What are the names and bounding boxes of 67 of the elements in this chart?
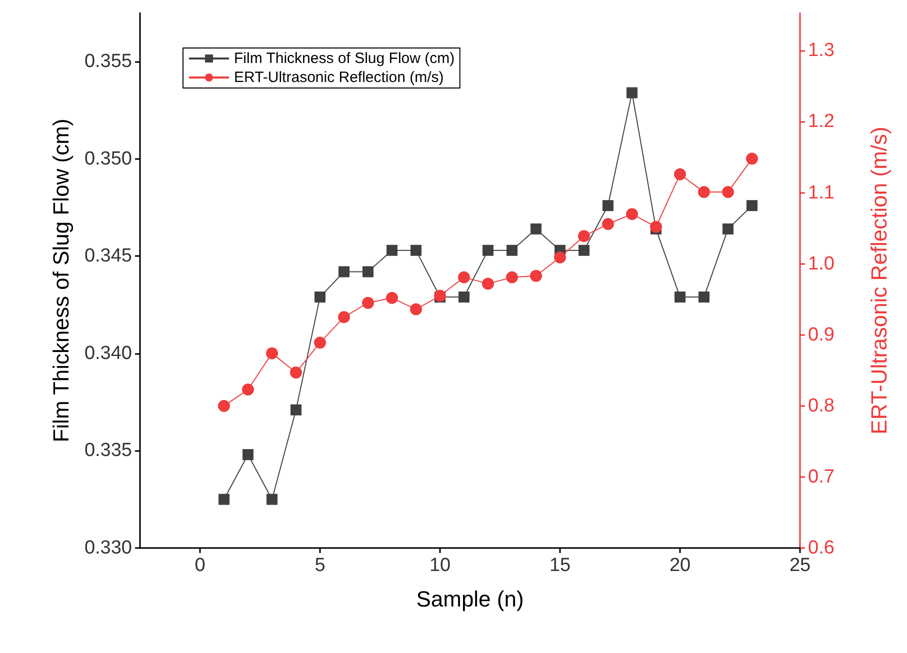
y2-tick-label: 1.1: [808, 182, 834, 204]
y2-tick-label: 1.3: [808, 40, 834, 62]
point: [314, 336, 326, 349]
point: [698, 186, 710, 198]
x-tick-label: 10: [429, 555, 451, 576]
y-tick-label: 0.340: [84, 342, 132, 364]
point: [290, 404, 302, 416]
x-tick-label: 25: [789, 555, 811, 576]
point: [698, 292, 710, 303]
y-tick-label: 0.330: [84, 538, 132, 558]
point: [554, 251, 566, 264]
point: [674, 168, 686, 180]
point: [266, 347, 278, 360]
point: [722, 186, 734, 198]
y-tick-label: 0.335: [84, 440, 132, 462]
point: [650, 220, 662, 233]
point: [458, 292, 470, 303]
y2-tick-label: 0.7: [808, 466, 834, 488]
point: [482, 278, 494, 290]
point: [746, 200, 758, 212]
y-axis-title: Film Thickness of Slug Flow (cm): [48, 118, 74, 442]
point: [722, 223, 734, 234]
point: [530, 223, 542, 234]
point: [530, 270, 542, 282]
point: [386, 244, 398, 256]
point: [218, 494, 230, 505]
y2-tick-label: 1.2: [808, 111, 834, 132]
point: [506, 271, 518, 284]
point: [242, 384, 254, 396]
y-tick-label: 0.345: [84, 246, 132, 267]
point: [338, 266, 350, 278]
point: [362, 296, 374, 309]
y2-tick-label: 0.6: [808, 538, 834, 558]
point: [458, 271, 470, 284]
y2-tick-label: 0.8: [808, 395, 834, 416]
point: [218, 400, 230, 412]
point: [674, 292, 686, 303]
x-tick-label: 15: [549, 555, 571, 576]
point: [578, 230, 590, 242]
x-tick-label: 0: [194, 555, 206, 576]
point: [242, 449, 254, 460]
point: [266, 494, 278, 505]
point: [506, 244, 518, 256]
point: [386, 292, 398, 304]
point: [482, 244, 494, 256]
legend-label: ERT-Ultrasonic Reflection (m/s): [234, 69, 444, 86]
point: [602, 200, 614, 212]
point: [314, 292, 326, 303]
x-tick-label: 5: [314, 555, 326, 576]
point: [338, 311, 350, 324]
y2-tick-label: 1.0: [808, 253, 834, 274]
y2-tick-label: 0.9: [808, 324, 834, 346]
point: [410, 303, 422, 316]
point: [602, 218, 614, 230]
y-tick-label: 0.355: [84, 51, 132, 72]
point: [410, 244, 422, 256]
point: [362, 266, 374, 278]
point: [290, 366, 302, 379]
point: [626, 208, 638, 220]
point: [746, 152, 758, 165]
x-axis-title: Sample (n): [416, 586, 524, 612]
legend-label: Film Thickness of Slug Flow (cm): [234, 50, 455, 67]
y-tick-label: 0.350: [84, 148, 132, 170]
y2-axis-title: ERT-Ultrasonic Reflection (m/s): [866, 126, 892, 434]
point: [578, 244, 590, 256]
point: [626, 87, 638, 98]
x-tick-label: 20: [669, 555, 691, 576]
